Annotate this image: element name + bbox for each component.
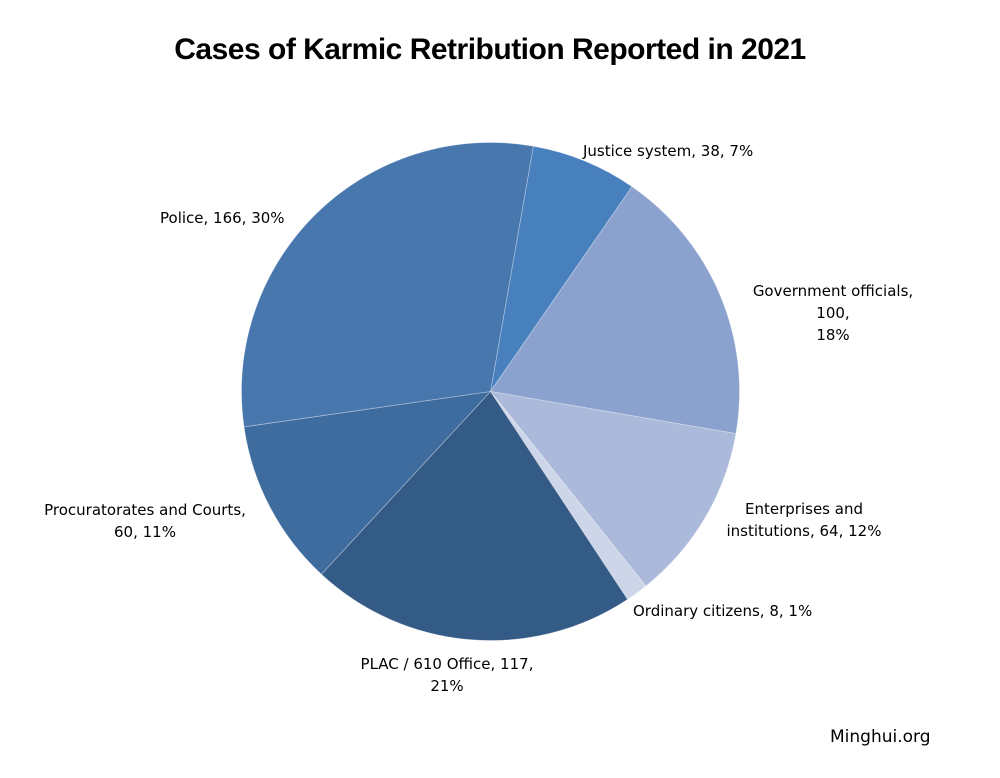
- pie-slice-government-officials: [489, 186, 740, 435]
- pie-slice-police: [241, 142, 534, 428]
- slice-label-government-officials: Government officials, 100, 18%: [752, 282, 914, 344]
- slice-label-procuratorates-courts: Procuratorates and Courts, 60, 11%: [44, 501, 246, 541]
- pie-slice-justice-system: [490, 145, 633, 392]
- pie-slice-enterprises-and-institutions: [489, 390, 737, 587]
- slice-label-police: Police, 166, 30%: [160, 209, 285, 227]
- pie-slice-ordinary-citizens: [490, 391, 647, 600]
- slice-label-enterprises-institutions: Enterprises and institutions, 64, 12%: [726, 500, 882, 540]
- slice-label-ordinary-citizens: Ordinary citizens, 8, 1%: [633, 602, 813, 620]
- slice-label-justice-system: Justice system, 38, 7%: [583, 142, 754, 160]
- chart-title: Cases of Karmic Retribution Reported in …: [174, 33, 806, 66]
- pie-slice-plac-610-office: [320, 390, 629, 641]
- source-attribution: Minghui.org: [830, 727, 931, 747]
- slice-label-plac-610-office: PLAC / 610 Office, 117, 21%: [360, 655, 534, 695]
- pie-slice-procuratorates-and-courts: [243, 390, 492, 575]
